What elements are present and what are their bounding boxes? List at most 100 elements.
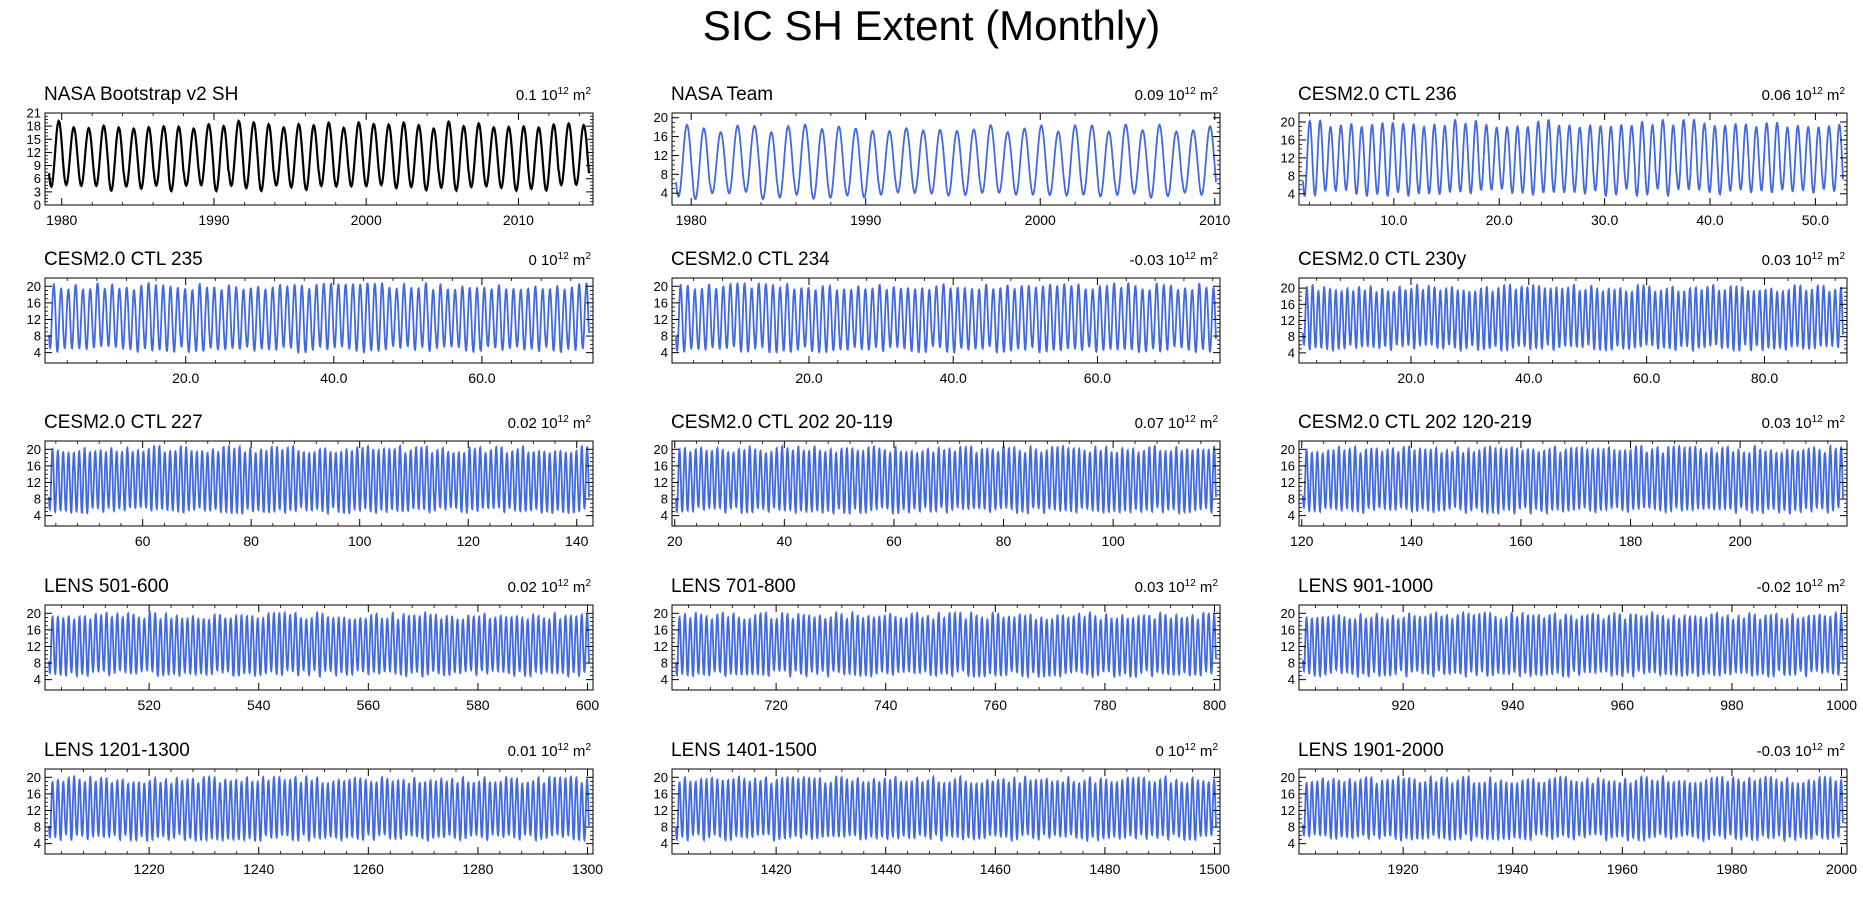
y-tick-label: 4 (34, 508, 41, 523)
x-tick-label: 1440 (870, 861, 901, 877)
y-tick-label: 8 (661, 492, 668, 507)
x-tick-label: 980 (1720, 697, 1744, 713)
x-tick-label: 580 (466, 697, 490, 713)
x-tick-label: 2000 (351, 212, 382, 228)
plot-frame (1298, 768, 1848, 855)
x-tick-label: 2010 (503, 212, 534, 228)
x-tick-label: 560 (357, 697, 381, 713)
plot-frame (44, 604, 594, 691)
y-tick-label: 4 (34, 836, 41, 851)
x-tick-label: 160 (1509, 533, 1533, 549)
y-tick-label: 8 (34, 656, 41, 671)
panel-title: CESM2.0 CTL 236 (1298, 84, 1457, 105)
x-tick-label: 2000 (1826, 861, 1857, 877)
trend-label: 0 1012 m2 (528, 251, 591, 269)
trend-label: 0.02 1012 m2 (508, 414, 592, 432)
y-tick-label: 8 (661, 820, 668, 835)
series-line (48, 774, 590, 843)
figure-title: SIC SH Extent (Monthly) (702, 2, 1161, 49)
x-tick-label: 1280 (462, 861, 493, 877)
panel-1: NASA Bootstrap v2 SH 0.1 1012 m2036912151… (27, 84, 594, 228)
plot-frame (671, 604, 1221, 691)
y-tick-label: 20 (27, 606, 41, 621)
x-tick-label: 1990 (850, 212, 881, 228)
y-tick-label: 12 (1281, 475, 1295, 490)
y-tick-label: 12 (1281, 803, 1295, 818)
plot-frame (1298, 604, 1848, 691)
series-line (47, 119, 591, 193)
x-tick-label: 20.0 (172, 370, 199, 386)
y-tick-label: 4 (661, 186, 668, 201)
x-tick-label: 40.0 (940, 370, 967, 386)
panel-title: LENS 1201-1300 (44, 740, 190, 761)
x-tick-label: 200 (1728, 533, 1752, 549)
x-tick-label: 120 (1290, 533, 1314, 549)
trend-label: 0.02 1012 m2 (508, 578, 592, 596)
y-tick-label: 12 (654, 639, 668, 654)
panel-title: LENS 901-1000 (1298, 576, 1433, 597)
x-tick-label: 20.0 (795, 370, 822, 386)
x-tick-label: 940 (1501, 697, 1525, 713)
y-tick-label: 20 (1281, 442, 1295, 457)
y-tick-label: 20 (27, 279, 41, 294)
y-tick-label: 6 (34, 171, 41, 186)
y-tick-label: 8 (34, 329, 41, 344)
y-tick-label: 20 (1281, 281, 1295, 296)
y-tick-label: 16 (27, 786, 41, 801)
y-tick-label: 4 (1288, 186, 1295, 201)
x-tick-label: 1300 (572, 861, 603, 877)
x-tick-label: 920 (1391, 697, 1415, 713)
y-tick-label: 4 (1288, 836, 1295, 851)
panel-title: LENS 501-600 (44, 576, 169, 597)
x-tick-label: 1420 (761, 861, 792, 877)
y-tick-label: 20 (654, 770, 668, 785)
y-tick-label: 16 (1281, 297, 1295, 312)
y-tick-label: 16 (1281, 622, 1295, 637)
y-tick-label: 8 (34, 492, 41, 507)
y-tick-label: 21 (27, 106, 41, 121)
trend-label: 0.01 1012 m2 (508, 742, 592, 760)
x-tick-label: 1460 (980, 861, 1011, 877)
panel-8: CESM2.0 CTL 202 20-119 0.07 1012 m2 48 12 16… (654, 412, 1221, 549)
x-tick-label: 20 (667, 533, 683, 549)
x-tick-label: 80 (996, 533, 1012, 549)
y-tick-label: 4 (34, 345, 41, 360)
y-tick-label: 16 (1281, 458, 1295, 473)
x-tick-label: 1220 (134, 861, 165, 877)
y-tick-label: 16 (1281, 786, 1295, 801)
series-line (48, 610, 590, 679)
panel-title: NASA Bootstrap v2 SH (44, 84, 238, 105)
x-tick-label: 20.0 (1397, 370, 1424, 386)
x-tick-label: 40.0 (320, 370, 347, 386)
x-tick-label: 140 (1400, 533, 1424, 549)
y-tick-label: 0 (34, 198, 41, 213)
series-line (675, 123, 1217, 201)
x-tick-label: 2000 (1025, 212, 1056, 228)
panel-9: CESM2.0 CTL 202 120-219 0.03 1012 m2 48 12 1… (1281, 412, 1848, 549)
y-tick-label: 16 (27, 458, 41, 473)
plot-frame (1298, 440, 1848, 527)
trend-label: 0.09 1012 m2 (1135, 86, 1219, 104)
plot-frame (671, 440, 1221, 527)
y-tick-label: 20 (654, 110, 668, 125)
y-tick-label: 20 (27, 442, 41, 457)
x-tick-label: 1960 (1607, 861, 1638, 877)
y-tick-label: 15 (27, 132, 41, 147)
x-tick-label: 740 (874, 697, 898, 713)
y-tick-label: 12 (654, 803, 668, 818)
x-tick-label: 1980 (676, 212, 707, 228)
y-tick-label: 12 (1281, 639, 1295, 654)
x-tick-label: 540 (247, 697, 271, 713)
y-tick-label: 8 (1288, 656, 1295, 671)
plot-frame (671, 112, 1221, 206)
x-tick-label: 60.0 (1633, 370, 1660, 386)
x-tick-label: 720 (764, 697, 788, 713)
trend-label: 0.03 1012 m2 (1762, 414, 1846, 432)
x-tick-label: 40.0 (1515, 370, 1542, 386)
panel-title: CESM2.0 CTL 234 (671, 249, 830, 270)
plot-frame (44, 440, 594, 527)
series-line (48, 443, 590, 516)
x-tick-label: 50.0 (1802, 212, 1829, 228)
y-tick-label: 18 (27, 119, 41, 134)
